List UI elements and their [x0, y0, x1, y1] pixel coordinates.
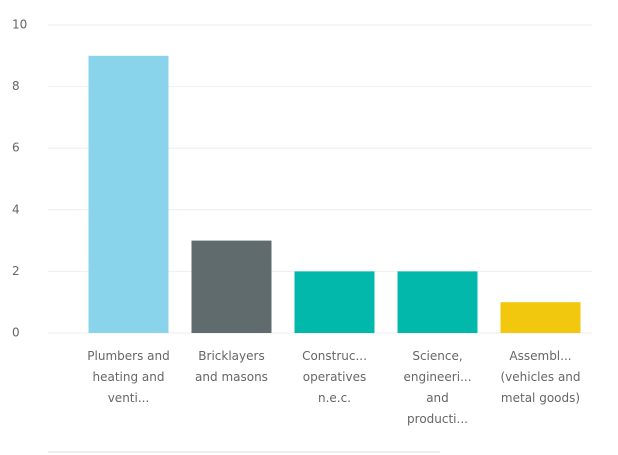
bar [397, 271, 478, 333]
y-tick-label: 10 [12, 18, 27, 32]
bar [191, 240, 272, 333]
x-tick-label: Construc... operatives n.e.c. [302, 349, 367, 405]
bar [500, 302, 581, 333]
y-tick-label: 8 [12, 79, 20, 93]
bar [294, 271, 375, 333]
y-tick-label: 4 [12, 202, 20, 216]
x-tick-label: Plumbers and heating and venti... [87, 349, 170, 405]
y-tick-label: 0 [12, 326, 20, 340]
y-tick-label: 2 [12, 264, 20, 278]
x-tick-label: Bricklayers and masons [195, 349, 268, 384]
bar [88, 55, 169, 334]
x-tick-label: Assembl... (vehicles and metal goods) [500, 349, 581, 405]
y-tick-label: 6 [12, 141, 20, 155]
x-tick-label: Science, engineeri... and producti... [403, 349, 472, 426]
